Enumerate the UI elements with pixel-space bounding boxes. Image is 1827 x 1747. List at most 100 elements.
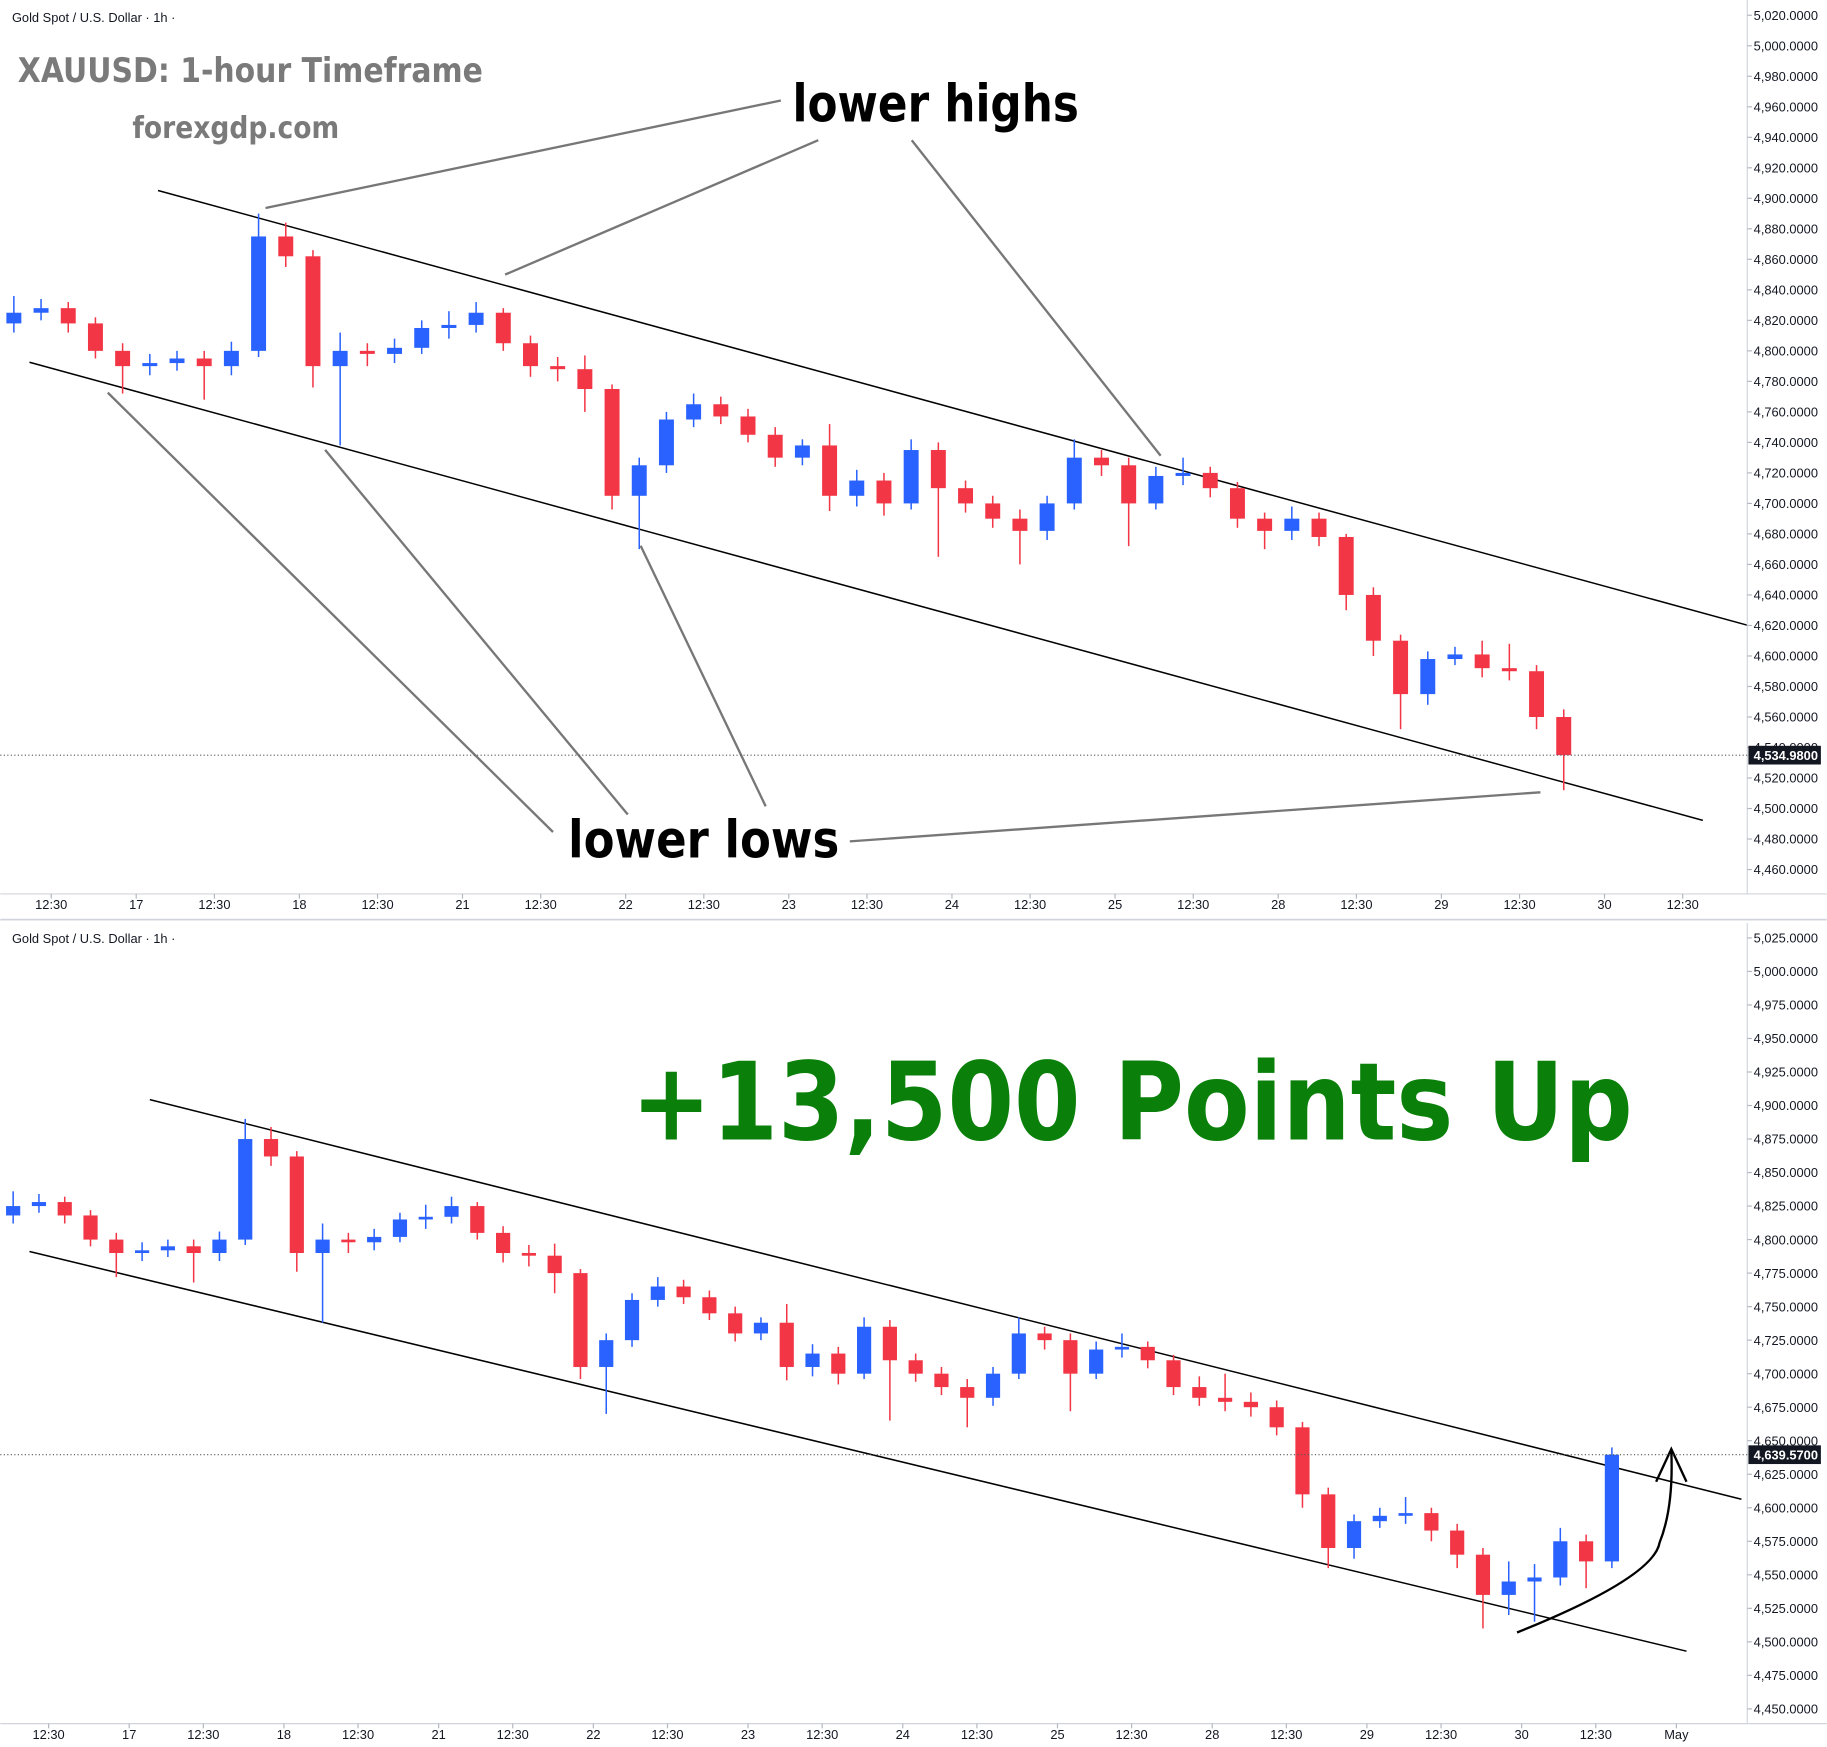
y-tick-label: 4,580.0000 <box>1754 679 1818 694</box>
x-tick-label: 22 <box>586 1727 600 1742</box>
candle-body <box>31 1202 47 1207</box>
candle-body <box>1501 1581 1516 1595</box>
layout-lines <box>0 99 1827 1652</box>
y-tick-label: 4,940.0000 <box>1754 130 1818 145</box>
x-tick-label: 12:30 <box>33 1727 65 1742</box>
candle-body <box>547 1255 562 1274</box>
candle-body <box>212 1239 227 1254</box>
channel-lower <box>29 1250 1687 1652</box>
x-tick-label: 12:30 <box>1425 1727 1457 1742</box>
candle-body <box>934 1373 949 1388</box>
y-tick-label: 4,840.0000 <box>1754 283 1818 298</box>
y-tick-label: 4,740.0000 <box>1754 435 1818 450</box>
candle-body <box>740 416 756 435</box>
candle-body <box>367 1236 382 1243</box>
candle-body <box>1311 518 1327 537</box>
channel-upper <box>157 189 1748 626</box>
y-tick-label: 4,875.0000 <box>1754 1132 1818 1147</box>
x-tick-label: 21 <box>431 1727 445 1742</box>
candle-body <box>495 312 511 344</box>
candle-body <box>1089 1349 1104 1374</box>
candle-body <box>1553 1541 1568 1578</box>
chart-subtitle: forexgdp.com <box>132 111 339 146</box>
annotation: lower highs <box>793 75 1079 135</box>
candle-body <box>359 350 375 354</box>
y-tick-label: 5,000.0000 <box>1754 964 1818 979</box>
x-tick-label: 29 <box>1434 897 1448 912</box>
x-tick-label: 28 <box>1271 897 1285 912</box>
candle-body <box>604 389 620 496</box>
x-tick-label: 24 <box>945 897 959 912</box>
x-tick-label: 18 <box>277 1727 291 1742</box>
candle-body <box>794 445 810 458</box>
candle-body <box>33 308 49 313</box>
x-tick-label: 24 <box>896 1727 910 1742</box>
y-tick-label: 4,525.0000 <box>1754 1601 1818 1616</box>
x-tick-label: 12:30 <box>198 897 230 912</box>
x-tick-label: 12:30 <box>651 1727 683 1742</box>
candle-body <box>1094 457 1109 466</box>
chart-header: Gold Spot / U.S. Dollar · 1h · <box>12 931 175 946</box>
candle-body <box>849 480 865 496</box>
x-tick-label: 17 <box>129 897 143 912</box>
x-tick-label: 29 <box>1360 1727 1374 1742</box>
y-tick-label: 4,900.0000 <box>1754 191 1818 206</box>
candle-body <box>1529 671 1545 717</box>
candle-body <box>115 350 131 367</box>
candle-body <box>523 343 538 367</box>
y-tick-label: 4,960.0000 <box>1754 99 1818 114</box>
y-tick-label: 4,680.0000 <box>1754 527 1818 542</box>
y-tick-label: 4,920.0000 <box>1754 160 1818 175</box>
candle-body <box>289 1156 304 1254</box>
y-tick-label: 5,000.0000 <box>1754 38 1818 53</box>
pointer-line <box>106 391 554 833</box>
candle-body <box>83 1215 98 1240</box>
candle-body <box>1604 1454 1619 1562</box>
y-tick-label: 4,460.0000 <box>1754 862 1818 877</box>
y-tick-label: 4,860.0000 <box>1754 252 1818 267</box>
candle-body <box>876 480 892 504</box>
candle-body <box>686 404 702 420</box>
x-tick-label: 23 <box>782 897 796 912</box>
y-tick-label: 4,475.0000 <box>1754 1668 1818 1683</box>
candle-body <box>1501 668 1517 672</box>
candle-body <box>169 358 185 364</box>
y-tick-label: 4,550.0000 <box>1754 1567 1818 1582</box>
candle-body <box>196 358 212 367</box>
candle-body <box>958 488 974 504</box>
candle-body <box>1420 659 1436 695</box>
x-tick-label: 17 <box>122 1727 136 1742</box>
candle-body <box>1011 1333 1026 1374</box>
candle-body <box>238 1139 253 1240</box>
y-tick-label: 4,560.0000 <box>1754 710 1818 725</box>
candle-body <box>1175 472 1191 476</box>
pointer-line <box>849 791 1541 843</box>
candle-body <box>960 1387 975 1398</box>
candle-body <box>444 1206 459 1217</box>
y-tick-label: 4,675.0000 <box>1754 1400 1818 1415</box>
candle-body <box>599 1340 614 1367</box>
y-tick-label: 4,975.0000 <box>1754 998 1818 1013</box>
y-tick-label: 4,660.0000 <box>1754 557 1818 572</box>
y-tick-label: 4,500.0000 <box>1754 1635 1818 1650</box>
candle-body <box>1556 716 1572 756</box>
candle-body <box>142 363 158 367</box>
x-tick-label: 25 <box>1108 897 1122 912</box>
candle-body <box>1338 536 1354 595</box>
candle-body <box>779 1322 794 1367</box>
x-tick-label: 30 <box>1597 897 1611 912</box>
x-tick-label: 23 <box>741 1727 755 1742</box>
candle-body <box>728 1313 743 1334</box>
candle-body <box>1372 1515 1387 1522</box>
x-tick-label: 25 <box>1050 1727 1064 1742</box>
y-tick-label: 4,980.0000 <box>1754 69 1818 84</box>
candle-body <box>305 256 321 367</box>
channel-upper <box>149 1098 1742 1501</box>
candle-body <box>713 404 729 417</box>
last-price-label: 4,534.9800 <box>1754 748 1818 763</box>
y-tick-label: 4,640.0000 <box>1754 588 1818 603</box>
candle-body <box>1202 472 1218 489</box>
candle-body <box>392 1219 408 1237</box>
candle-body <box>496 1232 511 1254</box>
